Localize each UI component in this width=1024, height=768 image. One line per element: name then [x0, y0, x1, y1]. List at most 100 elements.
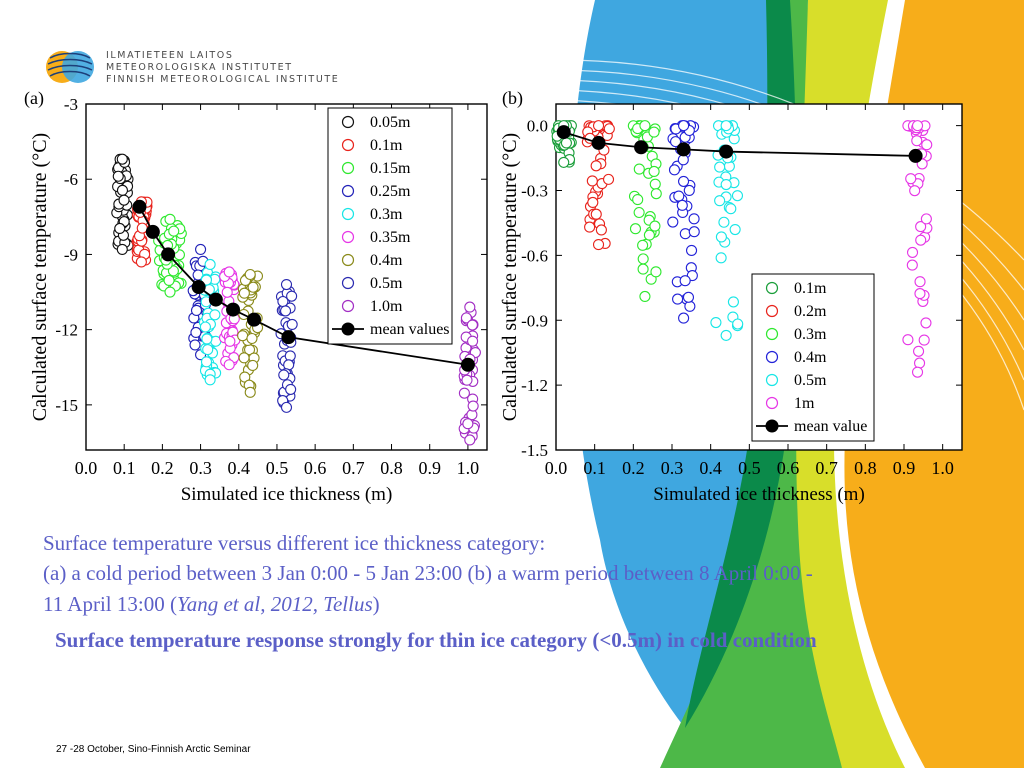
data-point — [238, 287, 250, 299]
data-point — [135, 256, 147, 268]
data-point — [237, 330, 249, 342]
y-tick-label: -15 — [55, 396, 78, 415]
data-point — [560, 137, 572, 149]
legend-label: 0.1m — [370, 137, 403, 154]
data-point — [116, 184, 129, 196]
mean-point — [208, 292, 223, 307]
data-point — [116, 153, 128, 165]
legend-label: mean value — [794, 418, 867, 435]
y-axis-label: Calculated surface temperature (°C) — [29, 133, 51, 421]
data-point — [727, 296, 739, 308]
caption-line-2: (a) a cold period between 3 Jan 0:00 - 5… — [43, 561, 813, 585]
data-point — [718, 216, 730, 228]
data-point — [221, 286, 233, 298]
x-tick-label: 0.3 — [189, 458, 212, 478]
legend-label: 0.3m — [794, 326, 827, 343]
organization-name-sv: METEOROLOGISKA INSTITUTET — [106, 62, 293, 73]
mean-point — [161, 247, 176, 262]
data-point — [246, 332, 258, 345]
data-point — [911, 366, 924, 378]
y-tick-label: -0.9 — [521, 311, 548, 330]
legend: 0.1m 0.2m 0.3m 0.4m 0.5m 1m mean value — [751, 273, 875, 442]
data-point — [223, 266, 235, 278]
data-point — [595, 224, 607, 236]
y-tick-label: 0.0 — [527, 117, 548, 136]
data-point — [673, 190, 685, 202]
data-point — [650, 266, 662, 278]
data-point — [906, 246, 919, 258]
data-point — [285, 383, 297, 395]
x-tick-label: 0.2 — [151, 458, 174, 478]
data-point — [204, 374, 216, 386]
data-point — [729, 223, 741, 236]
x-tick-label: 0.0 — [545, 458, 568, 478]
legend-mean-marker — [341, 322, 355, 336]
x-tick-label: 0.7 — [342, 458, 365, 478]
data-point — [633, 206, 645, 219]
mean-point — [676, 142, 691, 157]
data-point — [114, 222, 126, 235]
y-tick-label: -0.3 — [521, 182, 548, 201]
mean-point — [191, 280, 206, 295]
legend-marker — [765, 281, 779, 295]
data-point — [667, 216, 679, 228]
organization-name-fi: ILMATIETEEN LAITOS — [106, 50, 234, 61]
data-point — [247, 359, 259, 371]
x-tick-label: 0.4 — [699, 458, 722, 478]
legend-marker — [341, 230, 355, 244]
legend-marker — [341, 299, 355, 313]
x-axis-label: Simulated ice thickness (m) — [653, 484, 865, 505]
legend-label: 0.15m — [370, 160, 411, 177]
logo-line-4 — [49, 70, 91, 77]
data-point — [284, 350, 296, 362]
data-point — [204, 258, 216, 271]
data-point — [462, 418, 474, 430]
logo-line-2 — [47, 58, 93, 65]
data-point — [678, 312, 690, 324]
data-point — [590, 160, 602, 172]
data-point — [714, 195, 726, 207]
data-point — [464, 301, 476, 313]
data-point — [244, 386, 256, 398]
data-point — [199, 321, 211, 333]
mean-point — [719, 144, 734, 159]
data-point — [279, 305, 292, 317]
legend-marker — [765, 373, 779, 387]
legend-marker — [765, 304, 779, 318]
data-point — [911, 135, 923, 147]
data-point — [586, 175, 598, 187]
y-tick-label: -6 — [64, 170, 78, 189]
y-tick-label: -9 — [64, 245, 78, 264]
x-tick-label: 1.0 — [457, 458, 480, 478]
conclusion-text: Surface temperature response strongly fo… — [55, 628, 817, 652]
x-tick-label: 0.1 — [113, 458, 136, 478]
data-point — [458, 387, 470, 399]
data-point — [190, 304, 203, 316]
data-point — [902, 334, 914, 346]
legend-label: 0.25m — [370, 183, 411, 200]
data-point — [725, 203, 737, 215]
mean-point — [908, 148, 923, 163]
data-point — [684, 300, 696, 312]
series-0.15m — [153, 213, 187, 298]
data-point — [683, 184, 695, 196]
legend-mean-marker — [765, 419, 779, 433]
data-point — [592, 120, 605, 132]
legend-label: 1.0m — [370, 298, 403, 315]
data-point — [467, 400, 479, 412]
x-tick-label: 0.0 — [75, 458, 98, 478]
data-point — [906, 259, 918, 271]
data-point — [136, 222, 148, 234]
data-point — [112, 170, 124, 182]
data-point — [715, 231, 727, 243]
data-point — [915, 234, 927, 246]
data-point — [679, 275, 691, 287]
data-point — [280, 401, 293, 413]
legend-label: mean values — [370, 321, 450, 338]
y-tick-label: -0.6 — [521, 246, 548, 265]
data-point — [603, 123, 615, 135]
data-point — [633, 163, 645, 175]
data-point — [909, 185, 921, 197]
mean-point — [145, 224, 160, 239]
data-point — [201, 333, 213, 345]
